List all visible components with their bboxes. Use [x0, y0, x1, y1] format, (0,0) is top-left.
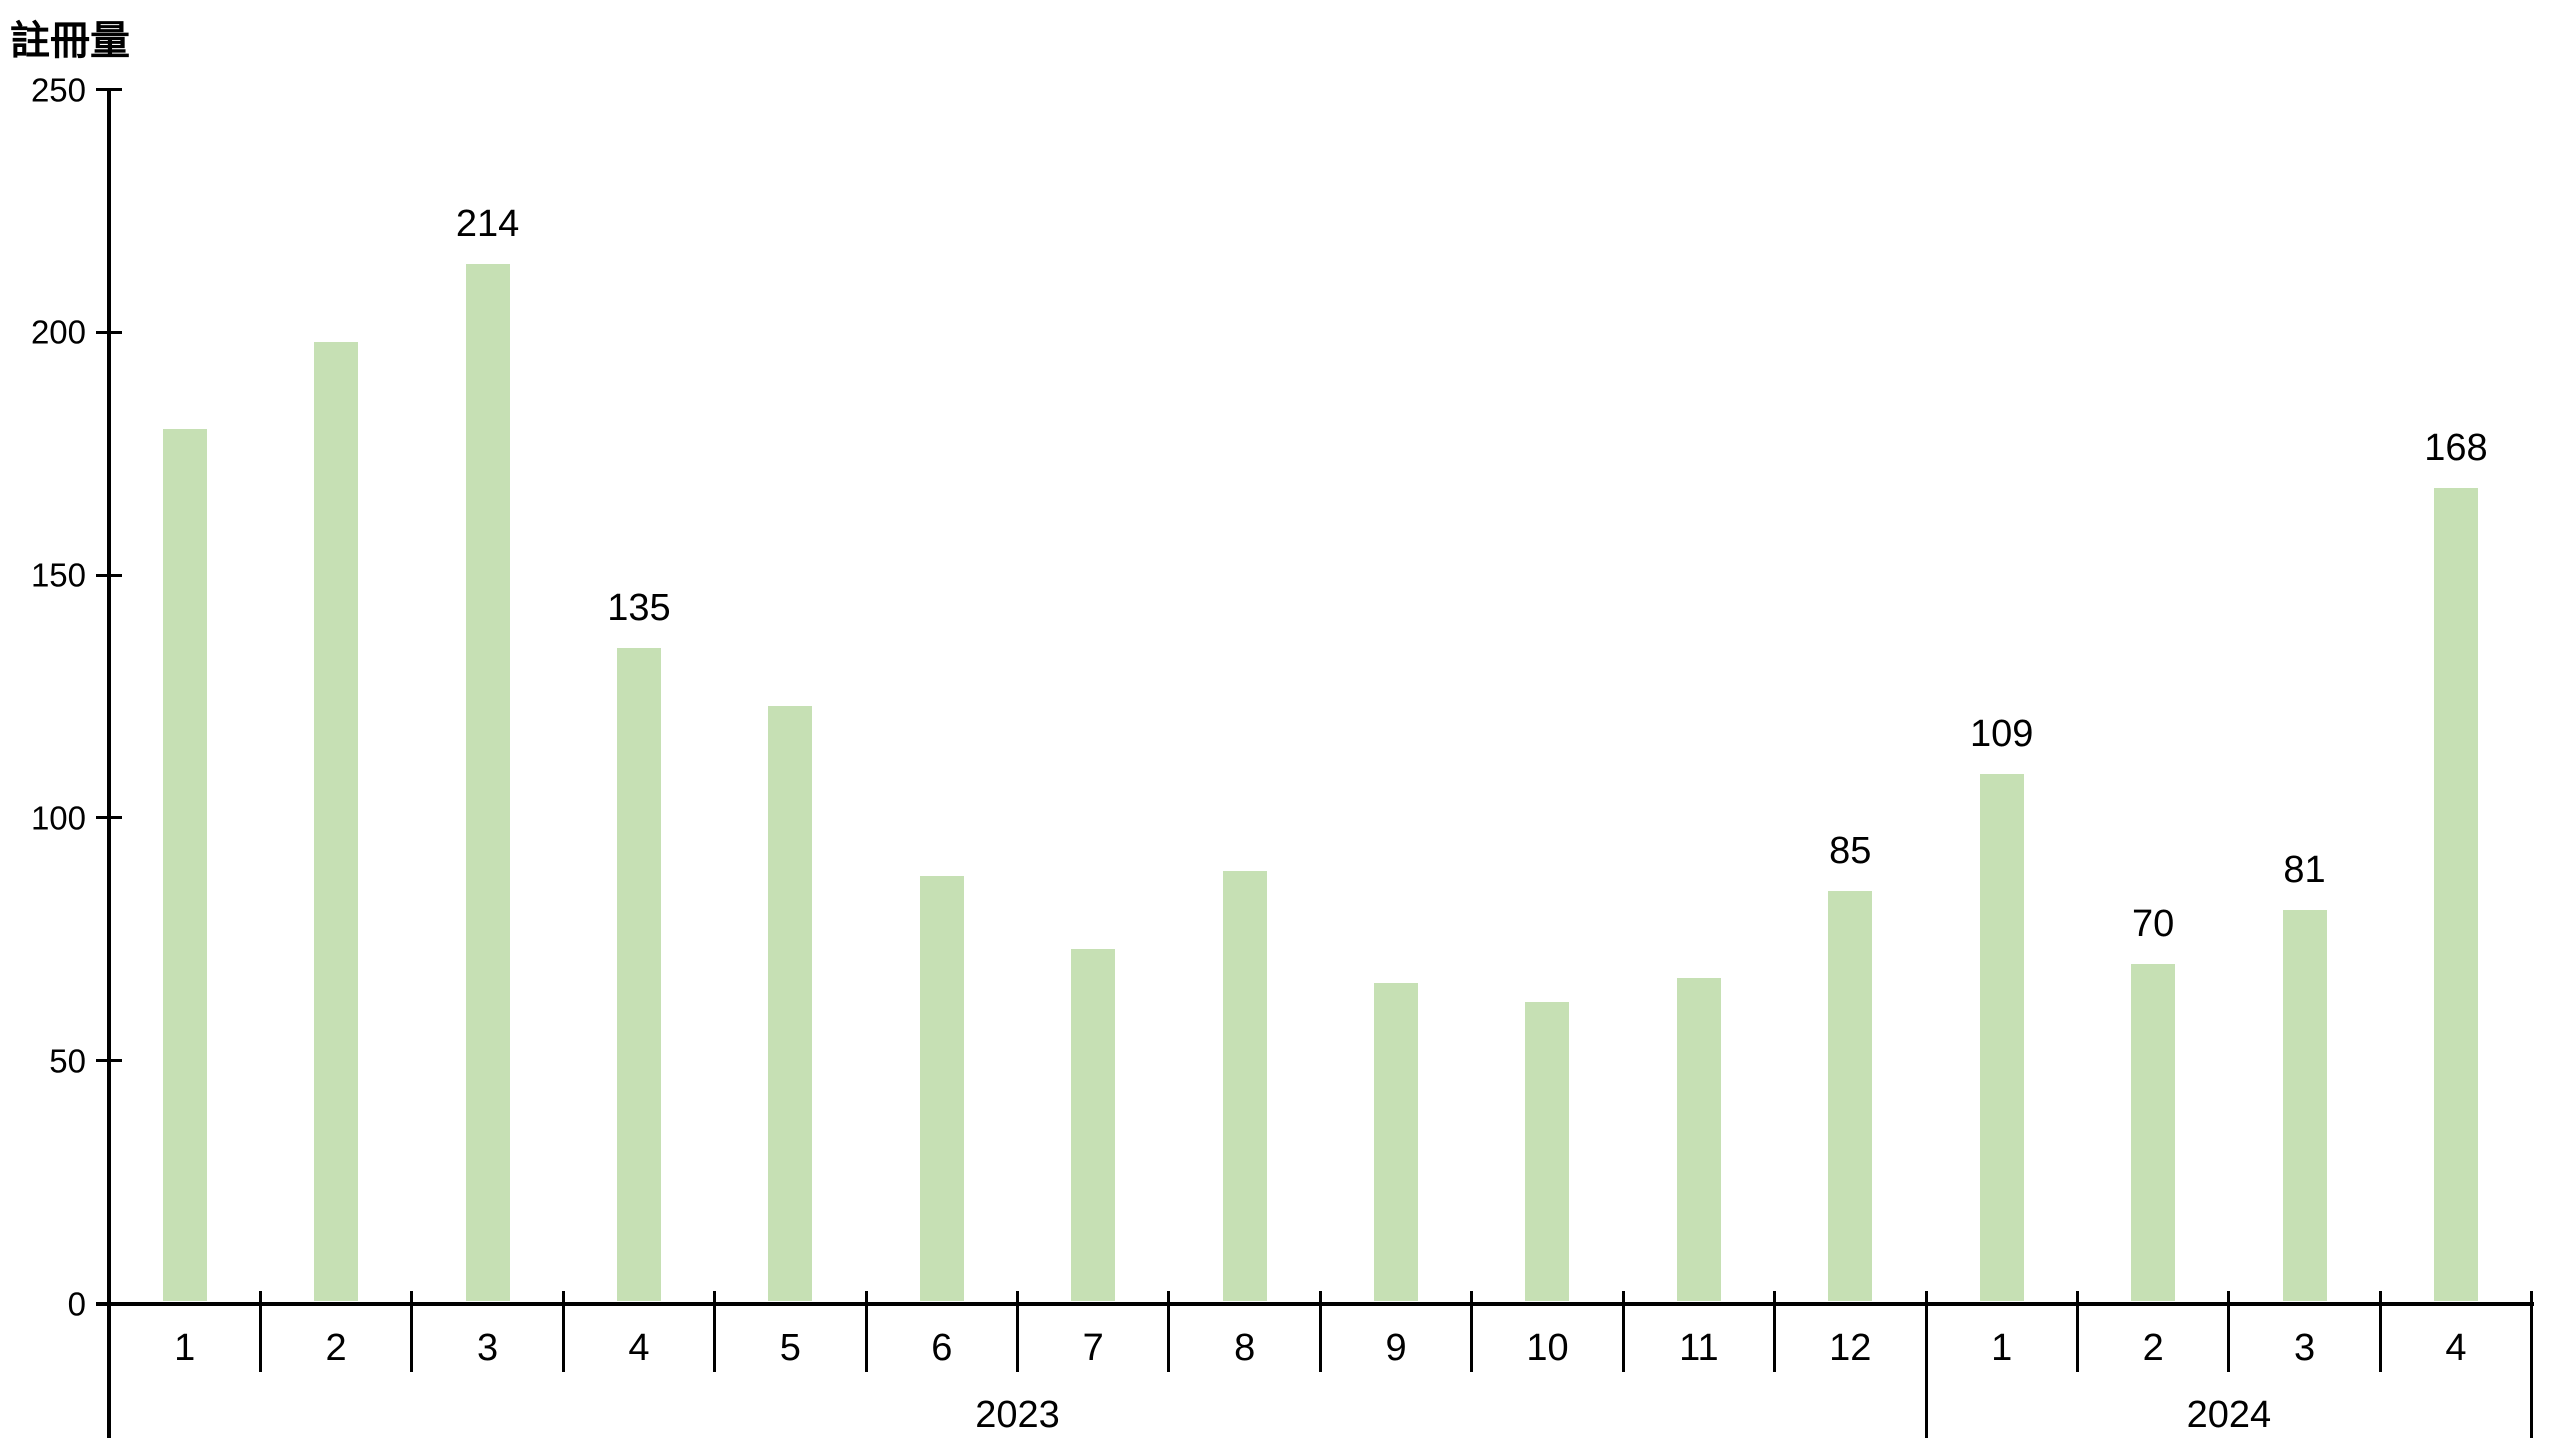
bar — [1222, 871, 1267, 1302]
month-separator — [1621, 1291, 1625, 1372]
bar-value-label: 168 — [2424, 426, 2488, 469]
x-tick-label: 3 — [476, 1327, 499, 1369]
month-separator — [1167, 1291, 1171, 1372]
x-tick-label: 10 — [1526, 1327, 1569, 1369]
bar — [314, 342, 359, 1302]
bar-value-label: 85 — [1829, 829, 1872, 872]
month-separator — [2075, 1291, 2079, 1372]
month-separator — [1318, 1291, 1322, 1372]
x-tick-label: 8 — [1234, 1327, 1256, 1369]
x-tick-label: 5 — [779, 1327, 801, 1369]
x-tick-label: 11 — [1679, 1327, 1719, 1369]
bar — [1525, 1002, 1570, 1302]
y-tick-label: 200 — [30, 313, 86, 351]
month-separator — [258, 1291, 262, 1372]
bar — [162, 429, 207, 1302]
y-tick-label: 100 — [30, 799, 86, 837]
year-label: 2023 — [975, 1394, 1060, 1436]
bar — [2282, 910, 2327, 1302]
x-axis-line — [96, 1301, 2534, 1306]
y-tick — [96, 1059, 122, 1063]
bar — [1071, 949, 1116, 1302]
y-tick — [96, 88, 122, 91]
month-separator — [864, 1291, 868, 1372]
bar-value-label: 70 — [2132, 902, 2175, 945]
bar — [1979, 774, 2024, 1302]
bar — [2433, 487, 2478, 1302]
y-tick — [96, 816, 122, 820]
x-tick-label: 3 — [2293, 1327, 2316, 1369]
x-tick-label: 12 — [1829, 1327, 1872, 1369]
month-separator — [561, 1291, 565, 1372]
year-divider — [1924, 1291, 1928, 1438]
x-tick-label: 4 — [628, 1327, 650, 1369]
bar-value-label: 135 — [607, 586, 671, 629]
month-separator — [1016, 1291, 1019, 1372]
x-tick-label: 2 — [2142, 1327, 2164, 1369]
month-separator — [713, 1291, 717, 1372]
x-tick-label: 1 — [174, 1327, 196, 1369]
month-separator — [2378, 1291, 2382, 1372]
y-tick — [96, 330, 122, 334]
bar — [1676, 978, 1721, 1302]
y-tick-label: 50 — [49, 1042, 86, 1080]
year-label: 2024 — [2186, 1394, 2272, 1436]
bar — [1374, 983, 1419, 1302]
month-separator — [1470, 1291, 1474, 1372]
bar — [768, 706, 813, 1302]
x-tick-label: 4 — [2445, 1327, 2467, 1369]
bar — [465, 264, 510, 1302]
bar-value-label: 214 — [455, 203, 520, 246]
x-tick-label: 2 — [325, 1327, 347, 1369]
x-tick-label: 7 — [1082, 1327, 1104, 1369]
bar — [1828, 890, 1873, 1302]
month-separator — [410, 1291, 414, 1372]
y-tick-label: 250 — [30, 71, 86, 108]
month-separator — [2227, 1291, 2231, 1372]
y-tick-label: 0 — [67, 1285, 86, 1322]
y-axis-title: 註冊量 — [10, 19, 130, 63]
bar — [616, 647, 661, 1302]
y-tick-label: 150 — [30, 556, 86, 594]
y-tick — [96, 573, 122, 577]
x-tick-label: 9 — [1385, 1327, 1407, 1369]
month-separator — [1773, 1291, 1777, 1372]
y-axis-line — [107, 89, 111, 1438]
bar-value-label: 109 — [1970, 713, 2034, 756]
bar — [919, 876, 964, 1302]
plot-right-border — [2530, 1291, 2534, 1438]
x-tick-label: 1 — [1991, 1327, 2013, 1369]
bar — [2131, 963, 2176, 1302]
bar-value-label: 81 — [2283, 849, 2326, 892]
x-tick-label: 6 — [931, 1327, 953, 1369]
